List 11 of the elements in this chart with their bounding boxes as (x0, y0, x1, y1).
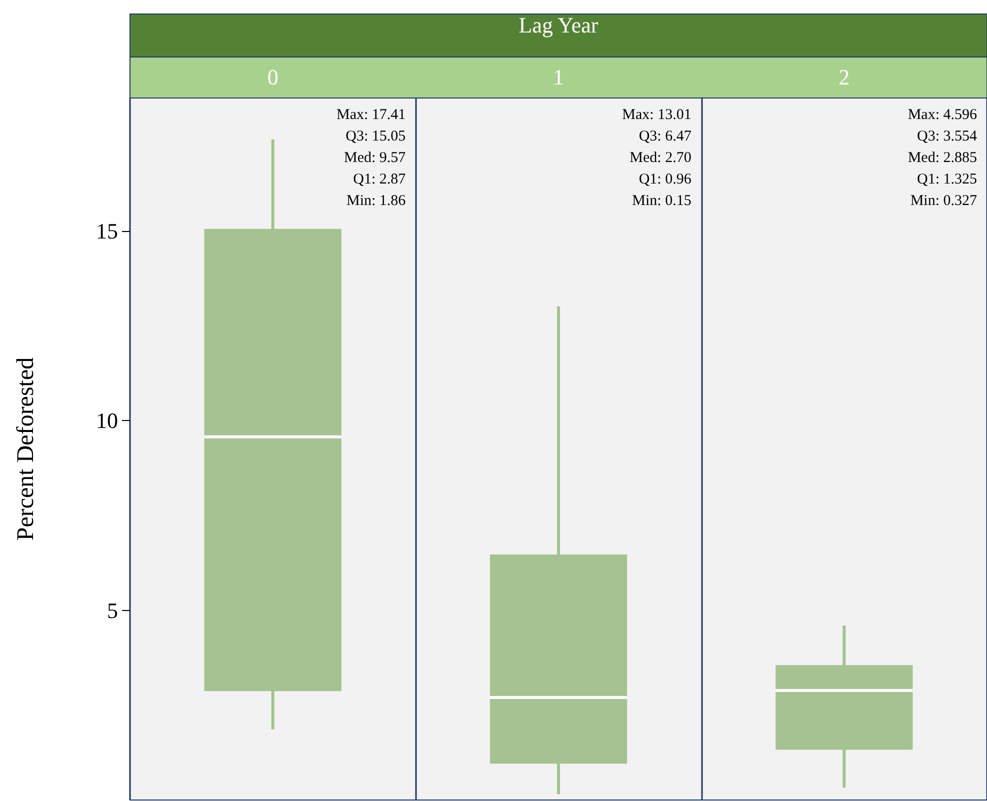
annotation: Max: 4.596 Q3: 3.554 Med: 2.885 Q1: 1.325 Min: 0.327 (908, 106, 978, 209)
x-tick-label: 0 (267, 64, 278, 90)
y-tick-label: 15 (96, 218, 118, 244)
x-tick-label: 1 (553, 64, 564, 90)
x-tick-label: 2 (838, 64, 850, 90)
annotation: Max: 13.01 Q3: 6.47 Med: 2.70 Q1: 0.96 Min: 0.15 (622, 106, 692, 209)
annotation: Max: 17.41 Q3: 15.05 Med: 9.57 Q1: 2.87 Min: 1.86 (336, 106, 406, 209)
y-tick-label: 5 (107, 598, 118, 623)
y-tick-label: 10 (96, 408, 118, 434)
y-axis-title: Percent Deforested (13, 357, 39, 541)
x-axis-title: Lag Year (518, 12, 599, 38)
